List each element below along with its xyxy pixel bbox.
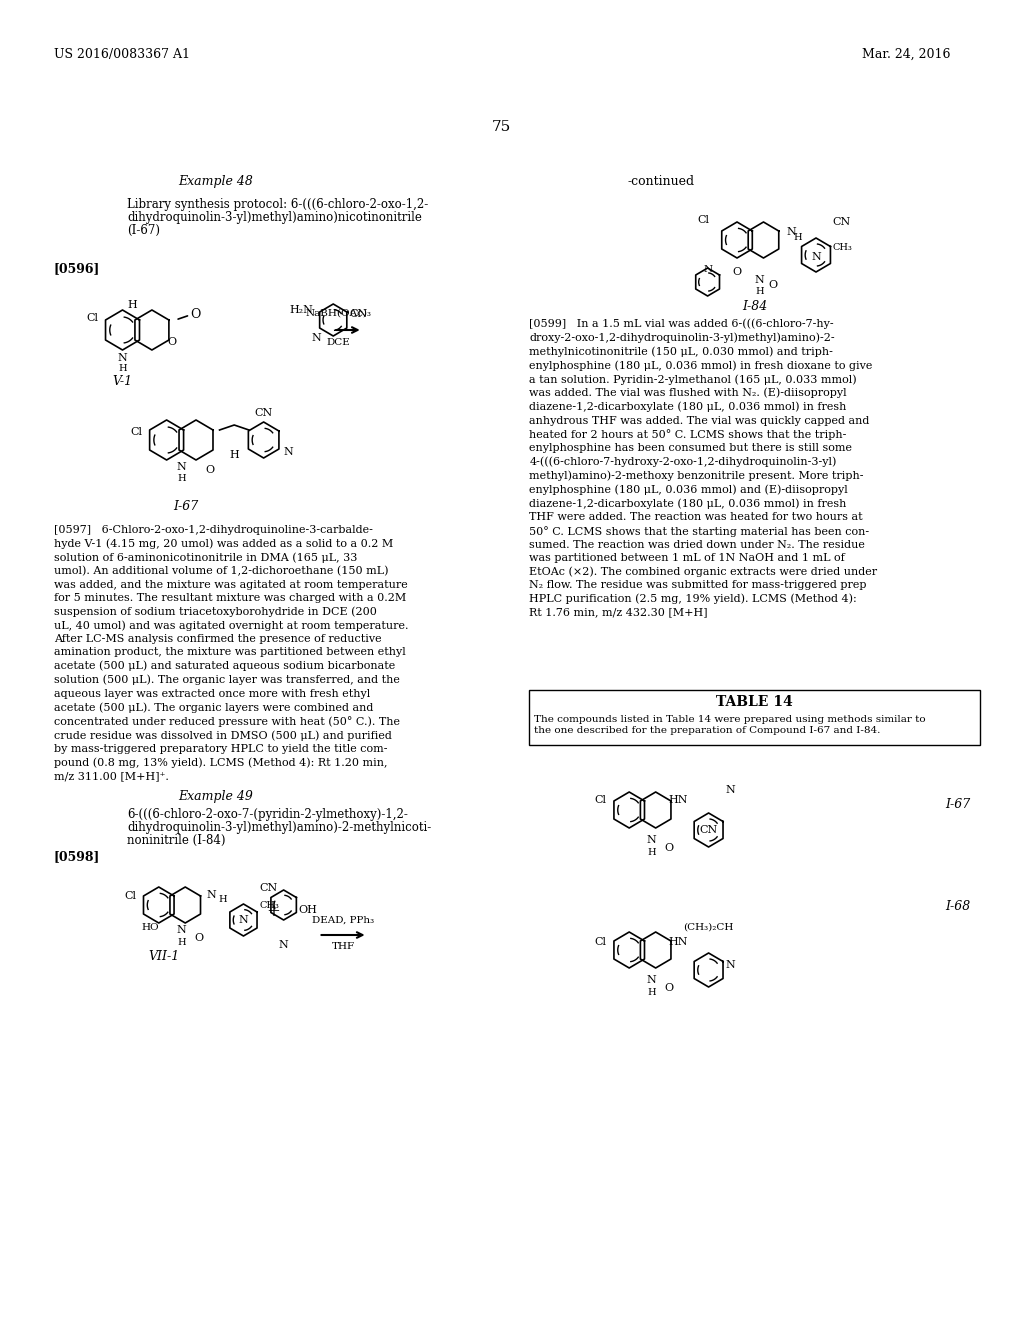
- Text: Mar. 24, 2016: Mar. 24, 2016: [862, 48, 950, 61]
- Text: O: O: [665, 983, 674, 993]
- Text: dihydroquinolin-3-yl)methyl)amino)-2-methylnicoti-: dihydroquinolin-3-yl)methyl)amino)-2-met…: [127, 821, 432, 834]
- Text: US 2016/0083367 A1: US 2016/0083367 A1: [54, 48, 189, 61]
- Text: N: N: [755, 275, 765, 285]
- Text: N: N: [647, 836, 656, 845]
- Bar: [529, 690, 980, 744]
- Text: [0596]: [0596]: [54, 261, 100, 275]
- Text: H: H: [229, 450, 240, 459]
- Text: Cl: Cl: [86, 313, 98, 323]
- Text: Cl: Cl: [130, 426, 142, 437]
- Text: Cl: Cl: [595, 795, 606, 805]
- Text: I-67: I-67: [945, 799, 971, 810]
- Text: (I-67): (I-67): [127, 224, 161, 238]
- Text: [0599]   In a 1.5 mL vial was added 6-(((6-chloro-7-hy-
droxy-2-oxo-1,2-dihydroq: [0599] In a 1.5 mL vial was added 6-(((6…: [529, 318, 878, 618]
- Text: HN: HN: [669, 795, 688, 805]
- Text: I-68: I-68: [945, 900, 971, 913]
- Text: N: N: [176, 462, 186, 473]
- Text: Cl: Cl: [124, 891, 136, 902]
- Text: H: H: [177, 939, 185, 946]
- Text: CN: CN: [255, 408, 272, 418]
- Text: 6-(((6-chloro-2-oxo-7-(pyridin-2-ylmethoxy)-1,2-: 6-(((6-chloro-2-oxo-7-(pyridin-2-ylmetho…: [127, 808, 409, 821]
- Text: N: N: [239, 915, 249, 925]
- Text: N: N: [284, 447, 293, 457]
- Text: HN: HN: [669, 937, 688, 946]
- Text: O: O: [769, 280, 778, 290]
- Text: I-84: I-84: [742, 300, 767, 313]
- Text: I-67: I-67: [174, 500, 199, 513]
- Text: H: H: [127, 300, 137, 310]
- Text: VII-1: VII-1: [148, 950, 179, 964]
- Text: O: O: [190, 309, 201, 322]
- Text: OH: OH: [298, 906, 317, 915]
- Text: N: N: [207, 890, 216, 900]
- Text: 75: 75: [493, 120, 511, 135]
- Text: O: O: [168, 337, 177, 347]
- Text: H: H: [647, 987, 656, 997]
- Text: Cl: Cl: [697, 215, 710, 224]
- Text: CH₃: CH₃: [833, 243, 853, 252]
- Text: N: N: [647, 975, 656, 985]
- Text: +: +: [266, 903, 280, 920]
- Text: N: N: [725, 960, 735, 970]
- Text: Example 48: Example 48: [178, 176, 253, 187]
- Text: H: H: [218, 895, 227, 904]
- Text: H: H: [756, 286, 764, 296]
- Text: -continued: -continued: [628, 176, 694, 187]
- Text: O: O: [206, 465, 215, 475]
- Text: Library synthesis protocol: 6-(((6-chloro-2-oxo-1,2-: Library synthesis protocol: 6-(((6-chlor…: [127, 198, 429, 211]
- Text: H: H: [118, 364, 127, 374]
- Text: THF: THF: [332, 942, 354, 950]
- Text: [0598]: [0598]: [54, 850, 100, 863]
- Text: DCE: DCE: [327, 338, 350, 347]
- Text: N: N: [311, 333, 322, 343]
- Text: noninitrile (I-84): noninitrile (I-84): [127, 834, 226, 847]
- Text: N: N: [725, 785, 735, 795]
- Text: O: O: [195, 933, 203, 942]
- Text: N: N: [118, 352, 127, 363]
- Text: H: H: [794, 232, 802, 242]
- Text: N: N: [176, 925, 186, 935]
- Text: H: H: [177, 474, 185, 483]
- Text: NaBH(OAc)₃: NaBH(OAc)₃: [305, 309, 371, 318]
- Text: TABLE 14: TABLE 14: [716, 696, 793, 709]
- Text: O: O: [732, 267, 741, 277]
- Text: CN: CN: [699, 825, 718, 836]
- Text: H₂N: H₂N: [289, 305, 313, 315]
- Text: dihydroquinolin-3-yl)methyl)amino)nicotinonitrile: dihydroquinolin-3-yl)methyl)amino)nicoti…: [127, 211, 422, 224]
- Text: N: N: [279, 940, 289, 950]
- Text: N: N: [703, 265, 712, 275]
- Text: [0597]   6-Chloro-2-oxo-1,2-dihydroquinoline-3-carbalde-
hyde V-1 (4.15 mg, 20 u: [0597] 6-Chloro-2-oxo-1,2-dihydroquinoli…: [54, 525, 409, 781]
- Text: CN: CN: [833, 216, 851, 227]
- Text: The compounds listed in Table 14 were prepared using methods similar to
the one : The compounds listed in Table 14 were pr…: [535, 715, 926, 735]
- Text: CH₃: CH₃: [259, 900, 279, 909]
- Text: Example 49: Example 49: [178, 789, 253, 803]
- Text: (CH₃)₂CH: (CH₃)₂CH: [683, 923, 734, 932]
- Text: N: N: [786, 227, 797, 238]
- Text: CN: CN: [349, 309, 368, 319]
- Text: DEAD, PPh₃: DEAD, PPh₃: [312, 916, 374, 925]
- Text: H: H: [647, 847, 656, 857]
- Text: HO: HO: [141, 924, 159, 932]
- Text: V-1: V-1: [113, 375, 132, 388]
- Text: N: N: [811, 252, 821, 261]
- Text: CN: CN: [259, 883, 278, 894]
- Text: O: O: [665, 843, 674, 853]
- Text: Cl: Cl: [595, 937, 606, 946]
